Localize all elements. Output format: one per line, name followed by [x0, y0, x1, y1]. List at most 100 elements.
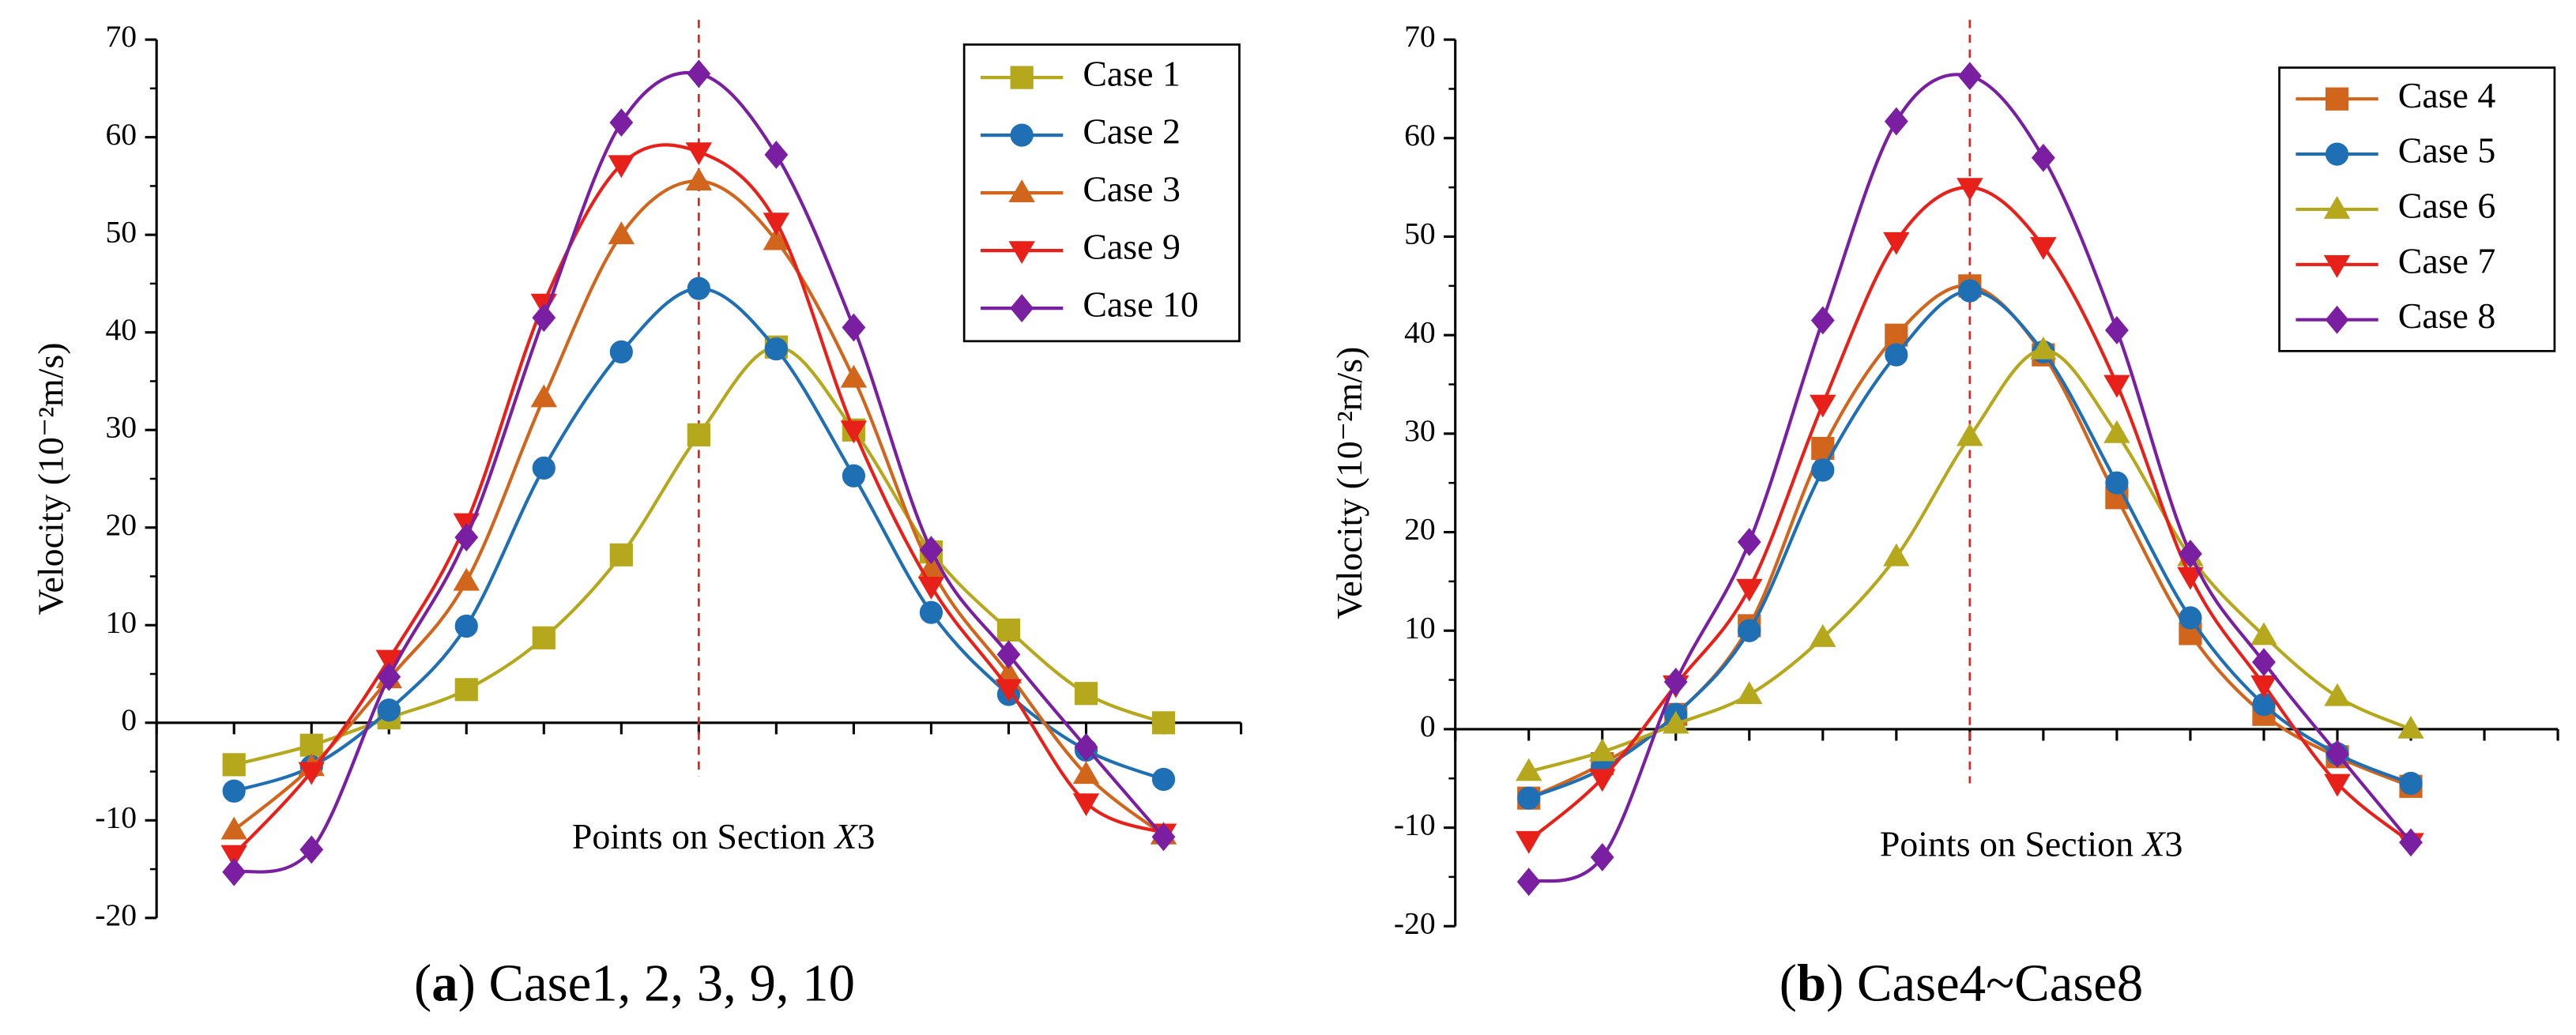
y-tick-label: 0	[121, 702, 137, 737]
marker	[842, 313, 866, 342]
marker	[842, 464, 866, 487]
marker	[609, 340, 633, 364]
legend-marker	[2323, 254, 2351, 278]
legend-label: Case 10	[1083, 284, 1199, 325]
y-tick-label: 20	[1404, 512, 1436, 547]
marker	[2397, 715, 2424, 739]
marker	[532, 303, 556, 333]
marker	[687, 277, 710, 300]
marker	[917, 576, 945, 600]
marker	[1811, 436, 1835, 461]
marker	[2250, 622, 2277, 645]
marker	[530, 384, 558, 408]
marker	[298, 762, 325, 785]
marker	[1151, 767, 1176, 792]
marker	[220, 816, 247, 840]
legend-marker	[2325, 142, 2349, 166]
legend-label: Case 7	[2398, 240, 2496, 280]
legend-marker	[1008, 179, 1035, 202]
legend-label: Case 4	[2398, 75, 2496, 115]
marker	[2179, 606, 2202, 630]
marker	[840, 420, 868, 444]
marker	[377, 662, 401, 691]
marker	[1516, 830, 1542, 854]
caption-part: ) Case4~Case8	[1826, 955, 2143, 1013]
marker	[764, 140, 789, 169]
marker	[609, 108, 634, 137]
marker	[995, 679, 1022, 702]
y-tick-label: -20	[1394, 905, 1436, 940]
marker	[1737, 528, 1761, 556]
legend-label: Case 3	[1083, 169, 1181, 209]
caption-part: b	[1797, 955, 1826, 1013]
marker	[377, 698, 401, 722]
marker	[1956, 178, 1983, 201]
marker	[2105, 316, 2129, 344]
y-tick-label: -10	[1394, 807, 1436, 842]
caption: (b) Case4~Case8	[1779, 955, 2144, 1013]
x-axis-label-part: Points on Section	[572, 816, 835, 856]
legend-label: Case 9	[1083, 227, 1181, 267]
y-tick-label: 70	[106, 19, 137, 54]
marker	[1884, 107, 1908, 136]
marker	[1589, 738, 1616, 762]
marker	[1811, 458, 1835, 482]
marker	[2030, 237, 2057, 260]
marker	[2399, 771, 2423, 796]
marker	[1885, 343, 1908, 367]
chart: -20 -10 0 10 20 30 40 50 60 70 Velocity (10⁻²m/s) P…	[30, 19, 1243, 1013]
y-tick-label: 30	[1404, 413, 1436, 448]
marker	[1885, 323, 1908, 347]
marker	[2179, 540, 2202, 568]
marker	[685, 142, 713, 166]
marker	[454, 678, 478, 702]
marker	[2031, 143, 2055, 172]
marker	[2324, 773, 2351, 797]
y-tick-label: 60	[1404, 118, 1436, 152]
marker	[1517, 786, 1541, 810]
marker	[1736, 578, 1763, 602]
y-tick-label: 20	[106, 507, 137, 542]
legend-marker	[1010, 66, 1034, 89]
marker	[2105, 471, 2129, 495]
y-tick-label: -10	[95, 800, 137, 834]
marker	[608, 155, 635, 179]
marker	[919, 600, 943, 624]
marker	[687, 59, 711, 88]
y-tick-label: 40	[1404, 314, 1436, 349]
marker	[1151, 822, 1176, 852]
caption: (a) Case1, 2, 3, 9, 10	[414, 955, 855, 1013]
marker	[454, 523, 479, 551]
marker	[222, 857, 247, 886]
marker	[1516, 868, 1541, 897]
marker	[919, 536, 943, 565]
marker	[1810, 623, 1836, 647]
marker	[453, 567, 480, 591]
y-tick-label: 40	[106, 312, 137, 347]
x-axis-label-part: X	[833, 816, 858, 856]
legend-marker	[1010, 294, 1034, 323]
y-tick-label: 70	[1404, 19, 1436, 54]
marker	[1072, 761, 1100, 785]
marker	[2250, 675, 2277, 698]
legend-label: Case 8	[2398, 295, 2496, 336]
y-tick-label: 30	[106, 409, 137, 444]
marker	[764, 337, 788, 361]
legend-marker	[1008, 241, 1035, 265]
marker	[2252, 648, 2276, 677]
y-tick-label: 10	[1404, 610, 1436, 645]
marker	[687, 423, 710, 447]
marker	[609, 543, 633, 566]
marker	[1957, 62, 1982, 91]
marker	[840, 364, 868, 388]
x-axis-label: Points on Section X3	[1880, 823, 2183, 864]
marker	[763, 213, 790, 236]
marker	[299, 733, 323, 757]
caption-part: (	[1779, 955, 1797, 1013]
y-tick-label: -20	[95, 898, 137, 932]
legend-label: Case 6	[2398, 185, 2496, 225]
marker	[2324, 683, 2351, 706]
legend-label: Case 2	[1083, 111, 1181, 152]
x-axis-label: Points on Section X3	[572, 816, 876, 856]
